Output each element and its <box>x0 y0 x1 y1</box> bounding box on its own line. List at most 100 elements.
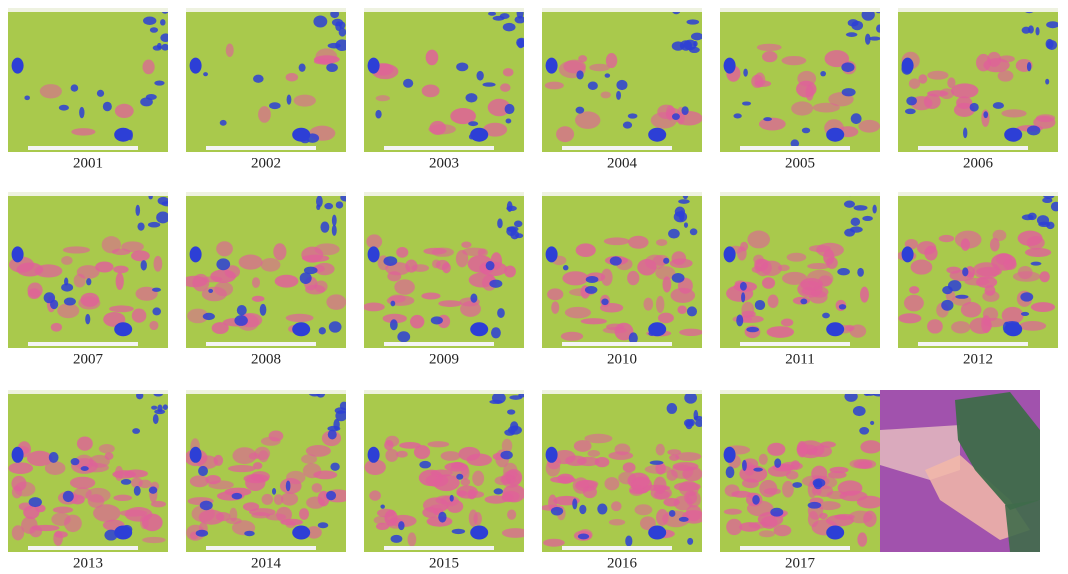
water-patch <box>132 428 140 434</box>
water-patch <box>1046 21 1059 28</box>
water-patch <box>684 40 697 51</box>
page: 2001200220032004200520062007200820092010… <box>0 0 1068 574</box>
water-patch <box>679 517 689 522</box>
pink-patch <box>782 481 794 498</box>
lake <box>190 447 202 463</box>
pink-patch <box>432 248 454 257</box>
pink-patch <box>857 496 883 509</box>
water-patch <box>586 276 599 283</box>
pink-patch <box>399 442 421 449</box>
water-patch <box>870 421 874 425</box>
pink-patch <box>57 303 79 318</box>
pink-patch <box>1031 302 1055 312</box>
pink-patch <box>252 296 265 302</box>
water-patch <box>287 94 292 104</box>
water-patch <box>61 283 73 291</box>
lake <box>1004 322 1022 336</box>
pink-patch <box>820 441 836 447</box>
pink-patch <box>151 501 166 508</box>
scale-bar <box>206 546 316 550</box>
water-patch <box>216 258 230 270</box>
water-patch <box>150 27 158 33</box>
pink-patch <box>1001 109 1026 117</box>
lake <box>12 447 24 463</box>
water-patch <box>149 487 157 494</box>
pink-patch <box>850 324 867 337</box>
water-patch <box>1046 40 1057 50</box>
water-patch <box>134 486 141 496</box>
water-patch <box>398 521 404 530</box>
water-patch <box>572 498 577 509</box>
pink-patch <box>249 508 276 516</box>
water-patch <box>755 300 765 310</box>
pink-patch <box>762 277 775 289</box>
pink-patch <box>767 326 794 338</box>
pink-patch <box>376 95 390 101</box>
year-label: 2012 <box>963 351 993 367</box>
tile-content <box>364 390 529 552</box>
pink-patch <box>724 509 742 515</box>
pink-patch <box>947 77 955 88</box>
pink-patch <box>77 265 100 279</box>
year-label: 2016 <box>607 555 638 571</box>
water-patch <box>663 258 669 264</box>
water-patch <box>668 229 680 239</box>
tile-content <box>364 7 526 152</box>
water-patch <box>456 474 463 480</box>
toolbar <box>364 8 524 12</box>
tile-content <box>181 192 350 348</box>
lake <box>826 526 844 540</box>
toolbar <box>898 8 1058 12</box>
year-label: 2008 <box>251 351 281 367</box>
water-patch <box>733 113 741 118</box>
pink-patch <box>627 271 639 285</box>
pink-patch <box>440 495 459 506</box>
water-patch <box>324 203 333 209</box>
water-patch <box>375 110 381 119</box>
water-patch <box>483 82 496 86</box>
pink-patch <box>677 306 686 315</box>
satellite-tile: 2017 <box>720 386 884 572</box>
water-patch <box>79 107 84 118</box>
scale-bar <box>562 546 672 550</box>
pink-patch <box>226 44 234 57</box>
pink-patch <box>759 530 775 537</box>
pink-patch <box>422 84 440 97</box>
lake <box>546 246 558 262</box>
water-patch <box>650 460 664 464</box>
pink-patch <box>654 477 667 494</box>
scale-bar <box>206 342 316 346</box>
pink-patch <box>767 443 785 456</box>
pink-patch <box>503 463 517 480</box>
pink-patch <box>627 473 649 489</box>
pink-patch <box>428 441 450 447</box>
pink-patch <box>609 519 625 525</box>
tile-content <box>185 389 352 552</box>
water-patch <box>71 458 80 465</box>
lake <box>114 322 132 336</box>
water-patch <box>839 304 846 309</box>
water-patch <box>983 111 988 118</box>
scale-bar <box>740 146 850 150</box>
water-patch <box>489 280 502 288</box>
satellite-tile: 2006 <box>898 5 1059 172</box>
pink-patch <box>467 454 492 467</box>
year-label: 2007 <box>73 351 104 367</box>
toolbar <box>364 390 524 394</box>
pink-patch <box>634 504 652 515</box>
water-patch <box>335 410 347 421</box>
pink-patch <box>502 528 529 538</box>
pink-patch <box>205 475 221 484</box>
pink-patch <box>422 507 438 518</box>
pink-patch <box>781 56 806 65</box>
pink-patch <box>500 83 510 92</box>
pink-patch <box>759 454 768 465</box>
water-patch <box>50 300 58 309</box>
pink-patch <box>199 510 225 525</box>
pink-patch <box>29 525 42 537</box>
pink-patch <box>774 525 792 536</box>
water-patch <box>962 267 968 276</box>
water-patch <box>687 538 693 545</box>
pink-patch <box>363 303 385 312</box>
water-patch <box>339 28 347 37</box>
